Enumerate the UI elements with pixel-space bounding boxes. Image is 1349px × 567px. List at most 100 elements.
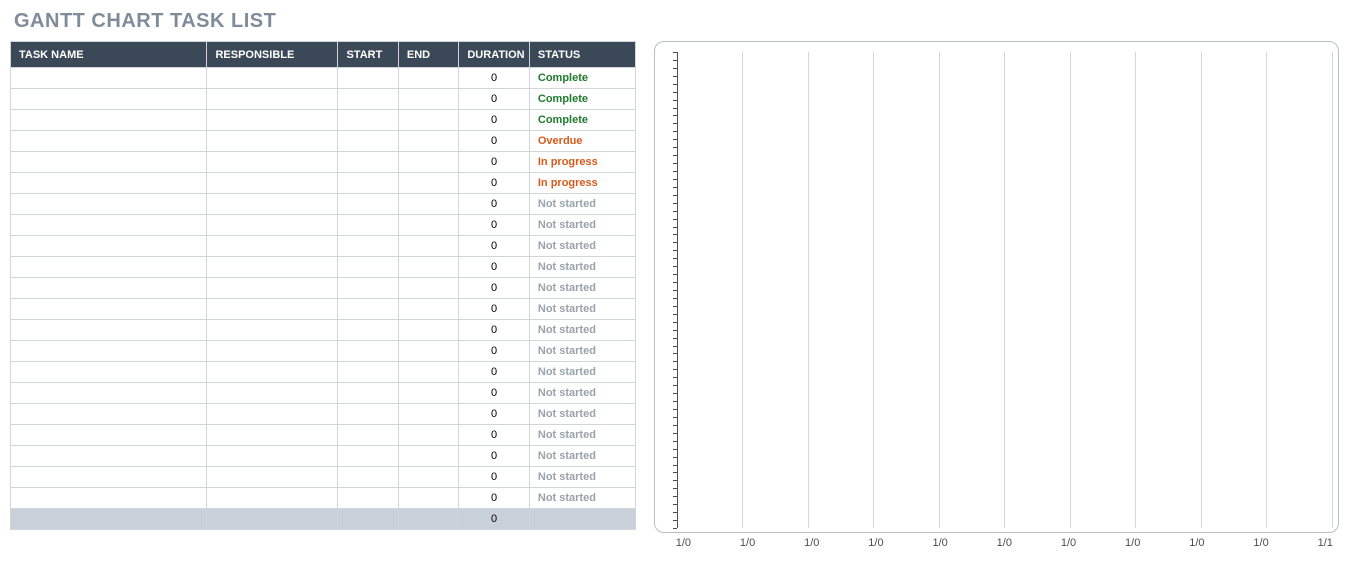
cell-status[interactable]: Not started [529,446,635,467]
cell-start[interactable] [338,362,398,383]
cell-status[interactable]: Not started [529,404,635,425]
cell-responsible[interactable] [207,68,338,89]
cell-duration[interactable]: 0 [459,425,530,446]
cell-end[interactable] [398,278,458,299]
cell-duration[interactable]: 0 [459,194,530,215]
cell-duration[interactable]: 0 [459,446,530,467]
cell-duration[interactable]: 0 [459,299,530,320]
cell-status[interactable]: Complete [529,110,635,131]
cell-start[interactable] [338,425,398,446]
cell-status[interactable]: Not started [529,362,635,383]
cell-status[interactable]: Not started [529,467,635,488]
cell-end[interactable] [398,68,458,89]
cell-status[interactable]: Not started [529,320,635,341]
cell-start[interactable] [338,152,398,173]
cell-status[interactable]: In progress [529,173,635,194]
cell-duration[interactable]: 0 [459,89,530,110]
cell-end[interactable] [398,110,458,131]
cell-end[interactable] [398,404,458,425]
cell-start[interactable] [338,320,398,341]
cell-responsible[interactable] [207,341,338,362]
cell-duration[interactable]: 0 [459,173,530,194]
cell-status[interactable]: Complete [529,68,635,89]
cell-status[interactable]: Not started [529,257,635,278]
cell-duration[interactable]: 0 [459,152,530,173]
cell-task[interactable] [11,467,207,488]
cell-responsible[interactable] [207,320,338,341]
cell-start[interactable] [338,89,398,110]
cell-start[interactable] [338,404,398,425]
cell-end[interactable] [398,425,458,446]
cell-task[interactable] [11,362,207,383]
cell-status[interactable]: Not started [529,299,635,320]
cell-end[interactable] [398,215,458,236]
cell-status[interactable]: Not started [529,341,635,362]
cell-responsible[interactable] [207,404,338,425]
cell-task[interactable] [11,173,207,194]
cell-end[interactable] [398,341,458,362]
cell-start[interactable] [338,131,398,152]
cell-responsible[interactable] [207,488,338,509]
cell-task[interactable] [11,131,207,152]
cell-task[interactable] [11,257,207,278]
cell-end[interactable] [398,467,458,488]
cell-task[interactable] [11,404,207,425]
cell-end[interactable] [398,236,458,257]
cell-start[interactable] [338,215,398,236]
cell-task[interactable] [11,278,207,299]
cell-end[interactable] [398,257,458,278]
cell-responsible[interactable] [207,467,338,488]
cell-duration[interactable]: 0 [459,215,530,236]
cell-responsible[interactable] [207,362,338,383]
cell-status[interactable]: Not started [529,425,635,446]
cell-start[interactable] [338,467,398,488]
cell-end[interactable] [398,446,458,467]
cell-duration[interactable]: 0 [459,257,530,278]
cell-task[interactable] [11,320,207,341]
cell-responsible[interactable] [207,278,338,299]
cell-responsible[interactable] [207,131,338,152]
cell-duration[interactable]: 0 [459,341,530,362]
cell-status[interactable]: Not started [529,383,635,404]
cell-responsible[interactable] [207,425,338,446]
cell-duration[interactable]: 0 [459,320,530,341]
cell-start[interactable] [338,173,398,194]
cell-task[interactable] [11,383,207,404]
cell-responsible[interactable] [207,446,338,467]
cell-responsible[interactable] [207,299,338,320]
cell-duration[interactable]: 0 [459,236,530,257]
cell-start[interactable] [338,257,398,278]
cell-responsible[interactable] [207,110,338,131]
cell-start[interactable] [338,446,398,467]
cell-task[interactable] [11,194,207,215]
cell-duration[interactable]: 0 [459,68,530,89]
cell-status[interactable]: Not started [529,236,635,257]
cell-task[interactable] [11,341,207,362]
cell-task[interactable] [11,488,207,509]
cell-end[interactable] [398,488,458,509]
cell-task[interactable] [11,68,207,89]
cell-end[interactable] [398,362,458,383]
cell-status[interactable]: Complete [529,89,635,110]
cell-responsible[interactable] [207,383,338,404]
cell-duration[interactable]: 0 [459,278,530,299]
cell-task[interactable] [11,236,207,257]
cell-duration[interactable]: 0 [459,404,530,425]
cell-task[interactable] [11,110,207,131]
cell-end[interactable] [398,194,458,215]
cell-task[interactable] [11,152,207,173]
cell-start[interactable] [338,341,398,362]
cell-responsible[interactable] [207,173,338,194]
cell-start[interactable] [338,110,398,131]
cell-responsible[interactable] [207,257,338,278]
cell-status[interactable]: Not started [529,194,635,215]
cell-start[interactable] [338,236,398,257]
cell-status[interactable]: Not started [529,488,635,509]
cell-start[interactable] [338,488,398,509]
cell-responsible[interactable] [207,152,338,173]
cell-status[interactable]: In progress [529,152,635,173]
cell-start[interactable] [338,68,398,89]
cell-responsible[interactable] [207,89,338,110]
cell-responsible[interactable] [207,215,338,236]
cell-end[interactable] [398,152,458,173]
